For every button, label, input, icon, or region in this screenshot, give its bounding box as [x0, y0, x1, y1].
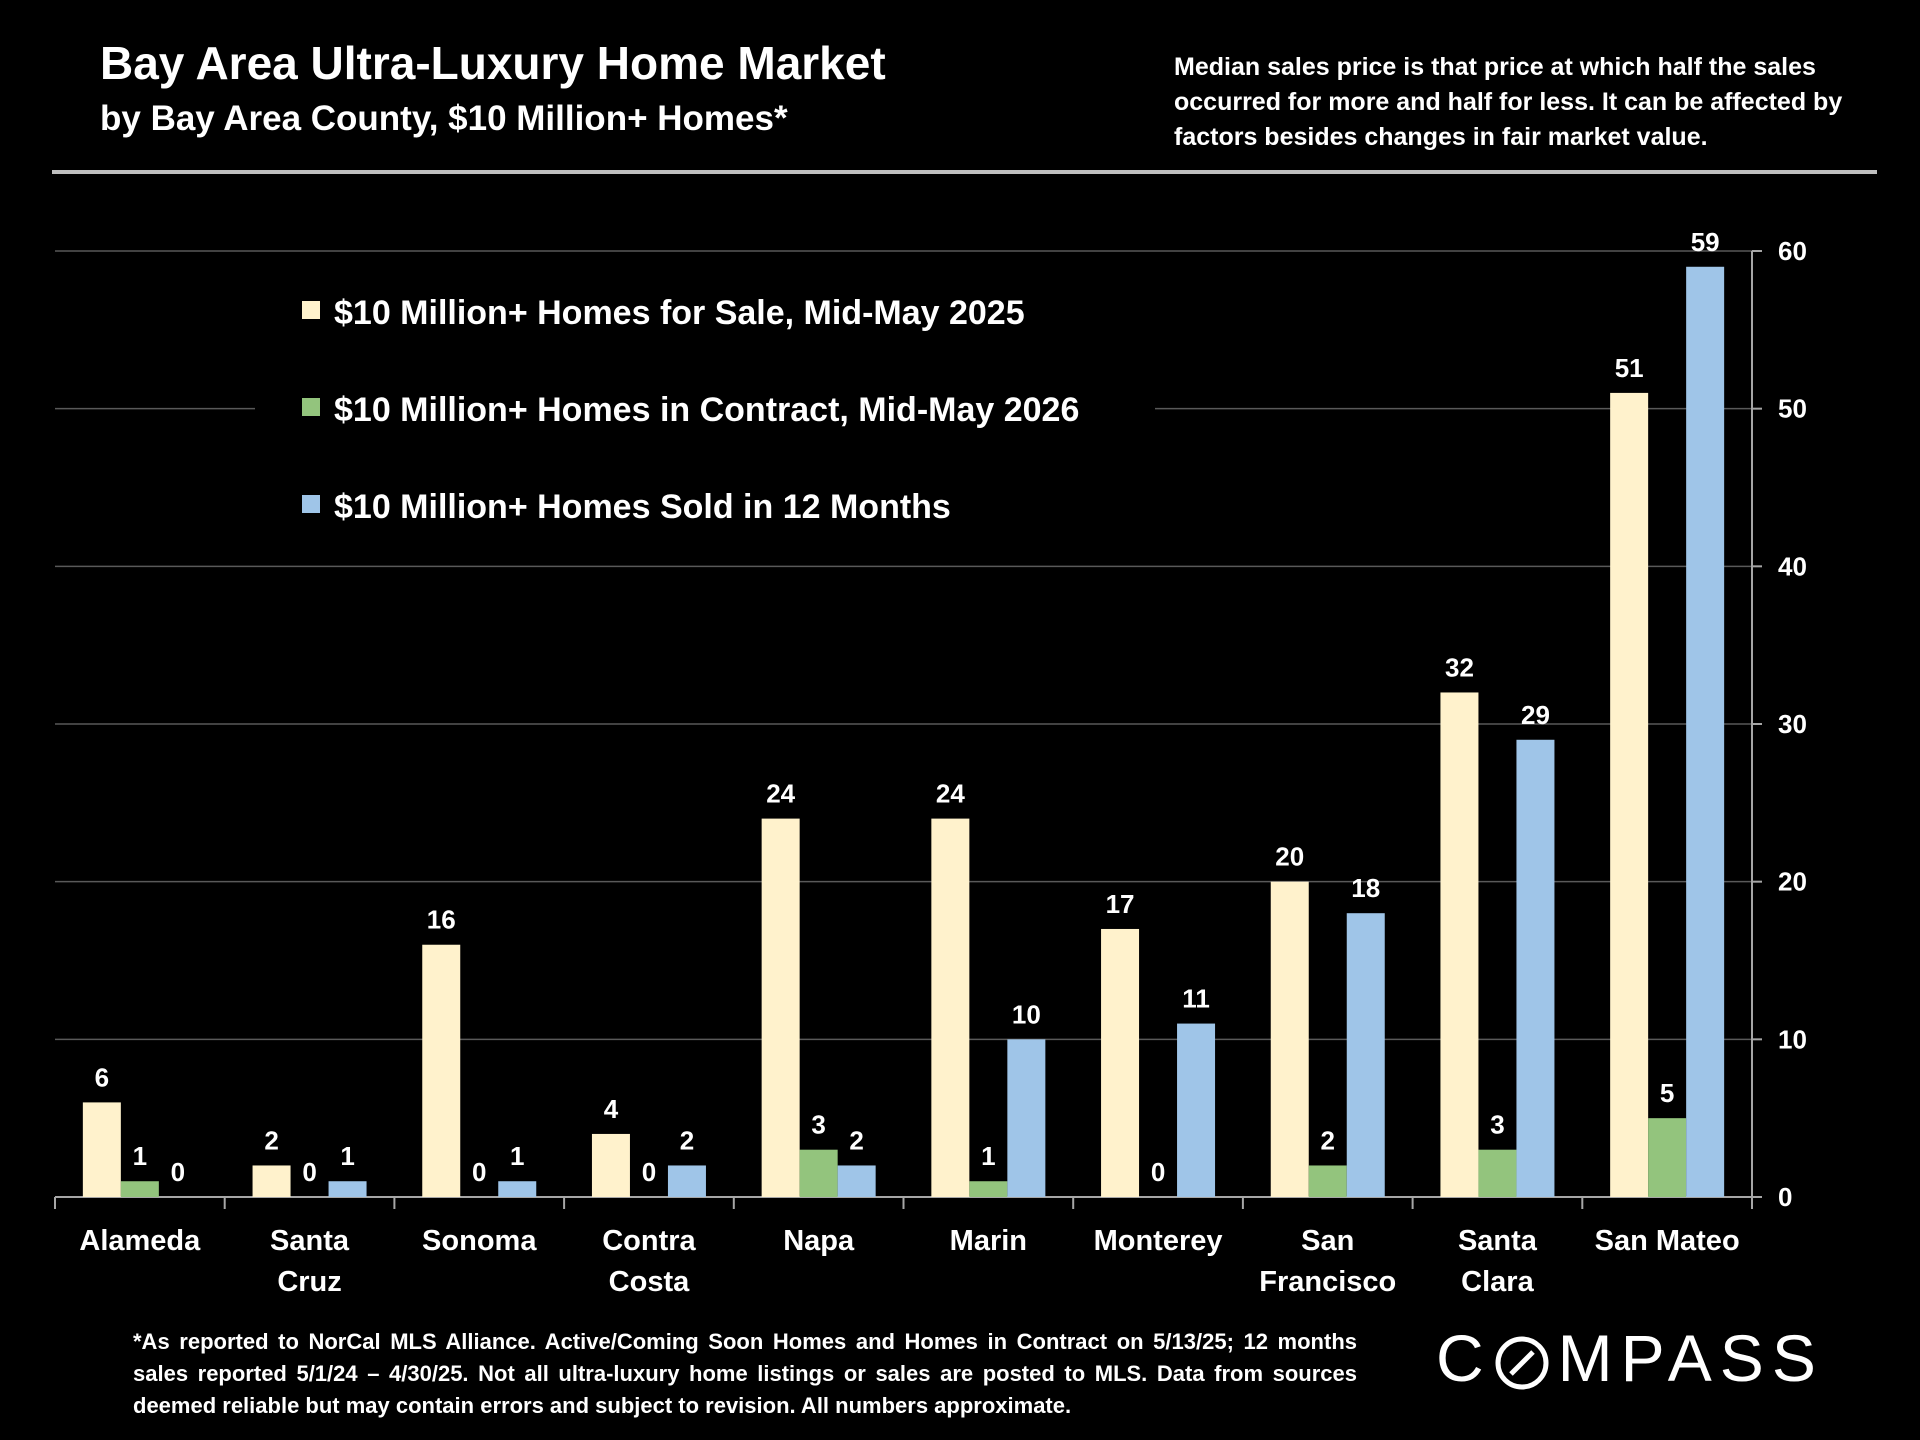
data-label: 20: [1275, 842, 1304, 872]
y-tick-label: 50: [1778, 394, 1807, 424]
data-label: 2: [264, 1125, 278, 1155]
data-label: 2: [680, 1125, 694, 1155]
header-divider: [52, 170, 1877, 174]
bar: [498, 1181, 537, 1197]
bar: [799, 1149, 838, 1197]
data-label: 24: [766, 779, 795, 809]
median-price-note: Median sales price is that price at whic…: [1174, 53, 1843, 151]
bar: [1007, 1039, 1046, 1197]
data-label: 59: [1691, 227, 1720, 257]
bar: [1308, 1165, 1347, 1197]
x-tick-label: Santa: [270, 1225, 350, 1257]
bar: [1177, 1023, 1216, 1197]
legend-background: [255, 285, 1155, 555]
compass-logo: C MPASS: [1436, 1320, 1824, 1396]
compass-o-icon: [1494, 1330, 1550, 1390]
data-label: 29: [1521, 700, 1550, 730]
legend-swatch: [302, 495, 320, 513]
bar: [761, 818, 800, 1197]
data-label: 51: [1615, 353, 1644, 383]
data-label: 1: [510, 1141, 524, 1171]
data-label: 24: [936, 779, 965, 809]
x-tick-label: Alameda: [79, 1225, 201, 1257]
data-label: 3: [1490, 1110, 1504, 1140]
data-label: 18: [1351, 873, 1380, 903]
data-label: 32: [1445, 652, 1474, 682]
y-tick-label: 0: [1778, 1182, 1792, 1212]
legend-swatch: [302, 301, 320, 319]
data-label: 11: [1182, 984, 1210, 1014]
y-tick-label: 20: [1778, 867, 1807, 897]
legend-swatch: [302, 398, 320, 416]
bar: [931, 818, 970, 1197]
legend-label: $10 Million+ Homes Sold in 12 Months: [334, 488, 951, 526]
bar: [1270, 881, 1309, 1197]
bar: [422, 944, 461, 1197]
x-tick-label: Francisco: [1259, 1266, 1396, 1298]
y-tick-label: 40: [1778, 551, 1807, 581]
bar: [1478, 1149, 1517, 1197]
bar: [969, 1181, 1008, 1197]
data-label: 1: [340, 1141, 354, 1171]
logo-text-left: C: [1436, 1321, 1492, 1395]
x-tick-label: Napa: [783, 1225, 855, 1257]
x-tick-label: Marin: [950, 1225, 1027, 1257]
bar: [1648, 1118, 1687, 1197]
data-label: 1: [981, 1141, 995, 1171]
data-label: 0: [642, 1157, 656, 1187]
data-label: 6: [95, 1062, 109, 1092]
bar: [82, 1102, 121, 1197]
data-label: 0: [472, 1157, 486, 1187]
x-tick-label: Clara: [1461, 1266, 1534, 1298]
bar: [591, 1133, 630, 1197]
data-label: 16: [427, 905, 456, 935]
chart-subtitle: by Bay Area County, $10 Million+ Homes*: [100, 99, 788, 138]
bar: [837, 1165, 876, 1197]
x-tick-label: San: [1301, 1225, 1354, 1257]
data-label: 10: [1012, 999, 1041, 1029]
y-tick-label: 30: [1778, 709, 1807, 739]
x-tick-label: Contra: [602, 1225, 696, 1257]
bar: [667, 1165, 706, 1197]
data-label: 2: [849, 1125, 863, 1155]
legend-label: $10 Million+ Homes in Contract, Mid-May …: [334, 391, 1079, 429]
y-tick-label: 10: [1778, 1024, 1807, 1054]
logo-text-right: MPASS: [1557, 1321, 1824, 1395]
data-label: 2: [1321, 1125, 1335, 1155]
bar: [1610, 392, 1649, 1197]
legend-label: $10 Million+ Homes for Sale, Mid-May 202…: [334, 294, 1025, 332]
bar: [1440, 692, 1479, 1197]
data-label: 0: [1151, 1157, 1165, 1187]
data-label: 0: [302, 1157, 316, 1187]
data-label: 1: [133, 1141, 147, 1171]
bar: [1101, 928, 1140, 1197]
y-tick-label: 60: [1778, 236, 1807, 266]
bar: [120, 1181, 159, 1197]
data-label: 0: [171, 1157, 185, 1187]
x-tick-label: Costa: [609, 1266, 690, 1298]
data-label: 17: [1106, 889, 1135, 919]
data-label: 4: [604, 1094, 619, 1124]
bar: [252, 1165, 291, 1197]
x-tick-label: San Mateo: [1595, 1225, 1740, 1257]
data-label: 5: [1660, 1078, 1674, 1108]
bar: [1346, 913, 1385, 1197]
bar: [1686, 266, 1725, 1197]
x-tick-label: Monterey: [1094, 1225, 1223, 1257]
data-label: 3: [811, 1110, 825, 1140]
footnote: *As reported to NorCal MLS Alliance. Act…: [133, 1329, 1357, 1418]
x-tick-label: Santa: [1458, 1225, 1538, 1257]
chart-title: Bay Area Ultra-Luxury Home Market: [100, 37, 886, 89]
x-tick-label: Cruz: [277, 1266, 341, 1298]
bar: [1516, 739, 1555, 1197]
x-tick-label: Sonoma: [422, 1225, 537, 1257]
bar: [328, 1181, 367, 1197]
